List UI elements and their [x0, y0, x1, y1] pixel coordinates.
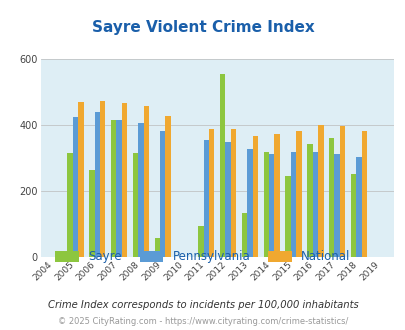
Bar [198, 226, 203, 257]
Bar [312, 152, 317, 257]
Bar [116, 120, 121, 257]
Bar [220, 74, 225, 257]
Bar [339, 126, 345, 257]
Bar [143, 106, 149, 257]
Bar [269, 154, 274, 257]
Bar [209, 129, 214, 257]
Bar [138, 123, 143, 257]
Bar [203, 140, 209, 257]
Bar [241, 213, 247, 257]
Bar [274, 134, 279, 257]
Bar [154, 238, 160, 257]
Text: Sayre Violent Crime Index: Sayre Violent Crime Index [92, 20, 313, 35]
Bar [355, 157, 361, 257]
Text: © 2025 CityRating.com - https://www.cityrating.com/crime-statistics/: © 2025 CityRating.com - https://www.city… [58, 317, 347, 326]
Bar [111, 120, 116, 257]
Text: Crime Index corresponds to incidents per 100,000 inhabitants: Crime Index corresponds to incidents per… [47, 300, 358, 310]
Bar [94, 112, 100, 257]
Bar [122, 103, 127, 257]
Bar [72, 117, 78, 257]
Bar [230, 129, 236, 257]
Bar [78, 102, 83, 257]
Bar [252, 136, 258, 257]
Bar [247, 149, 252, 257]
Bar [296, 131, 301, 257]
Bar [328, 138, 334, 257]
Bar [225, 142, 230, 257]
Bar [285, 176, 290, 257]
Bar [160, 131, 165, 257]
Bar [290, 152, 296, 257]
Bar [307, 144, 312, 257]
Bar [263, 152, 269, 257]
Bar [165, 115, 171, 257]
Bar [89, 170, 94, 257]
Bar [317, 125, 323, 257]
Bar [361, 131, 366, 257]
Bar [334, 154, 339, 257]
Bar [67, 153, 72, 257]
Legend: Sayre, Pennsylvania, National: Sayre, Pennsylvania, National [51, 246, 354, 268]
Bar [350, 174, 355, 257]
Bar [132, 153, 138, 257]
Bar [100, 101, 105, 257]
